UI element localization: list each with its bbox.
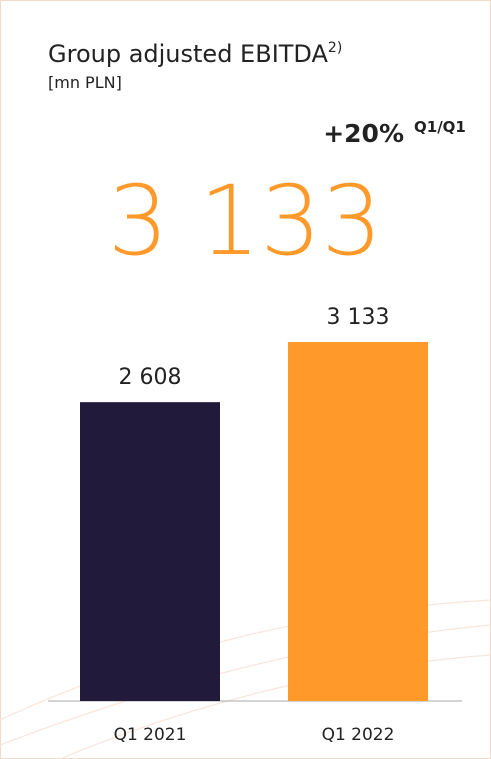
x-tick-label: Q1 2022 (322, 725, 395, 745)
subtitle: [mn PLN] (48, 73, 122, 92)
bar (288, 342, 428, 701)
value-label: 3 133 (327, 305, 390, 330)
bar (80, 402, 220, 701)
value-label: 2 608 (119, 365, 182, 390)
change-annotation: +20% (323, 119, 404, 148)
title-note: 2) (328, 40, 342, 56)
change-period: Q1/Q1 (414, 118, 466, 136)
x-tick-label: Q1 2021 (114, 725, 187, 745)
title-text: Group adjusted EBITDA (48, 40, 328, 68)
headline-value: 3 133 (108, 165, 383, 277)
chart-title: Group adjusted EBITDA2) (48, 40, 342, 68)
